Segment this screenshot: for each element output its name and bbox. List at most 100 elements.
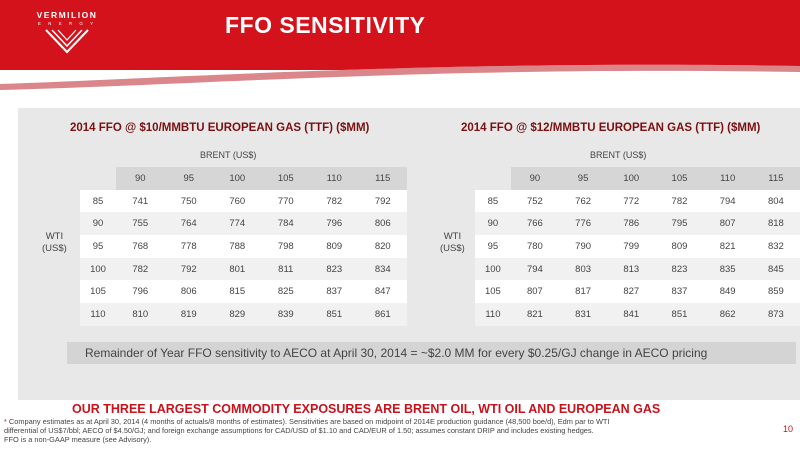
table-row: 105 796 806 815 825 837 847 [80, 280, 407, 304]
brent-column-header: 95 [164, 167, 213, 190]
wti-row-label: 105 [475, 280, 511, 304]
ffo-value-cell: 782 [116, 257, 165, 281]
ffo-value-cell: 818 [751, 212, 800, 236]
ffo-value-cell: 792 [164, 257, 213, 281]
table-header-row: 90 95 100 105 110 115 [475, 167, 800, 190]
ffo-value-cell: 831 [559, 303, 608, 326]
ffo-value-cell: 780 [510, 235, 559, 258]
table-row: 90 755 764 774 784 796 806 [80, 212, 407, 236]
ffo-value-cell: 841 [607, 303, 656, 326]
page-title: FFO SENSITIVITY [225, 12, 426, 38]
ffo-value-cell: 796 [310, 212, 359, 236]
ffo-value-cell: 772 [607, 189, 656, 213]
table-header-row: 90 95 100 105 110 115 [80, 167, 407, 190]
brent-column-header: 90 [116, 167, 165, 190]
brent-column-header: 95 [559, 167, 608, 190]
ffo-value-cell: 832 [751, 235, 800, 258]
brent-axis-label: BRENT (US$) [590, 150, 647, 160]
wti-row-label: 100 [80, 257, 116, 281]
ffo-value-cell: 815 [213, 280, 262, 304]
ffo-value-cell: 755 [116, 212, 165, 236]
footnote: * Company estimates as at April 30, 2014 … [4, 417, 774, 445]
ffo-table-10: 90 95 100 105 110 115 85 741 750 760 770 782 792 90 75… [80, 167, 407, 326]
brent-column-header: 110 [310, 167, 359, 190]
wti-row-label: 90 [80, 212, 116, 236]
table-row: 95 780 790 799 809 821 832 [475, 235, 800, 258]
ffo-value-cell: 827 [607, 280, 656, 304]
header-swoop [0, 64, 800, 112]
ffo-value-cell: 837 [655, 280, 704, 304]
wti-row-label: 95 [80, 235, 116, 258]
table-corner-cell [80, 167, 116, 190]
table-row: 100 782 792 801 811 823 834 [80, 257, 407, 281]
ffo-value-cell: 849 [703, 280, 752, 304]
ffo-table-12: 90 95 100 105 110 115 85 752 762 772 782 794 804 90 76… [475, 167, 800, 326]
ffo-value-cell: 861 [358, 303, 407, 326]
aeco-sensitivity-note: Remainder of Year FFO sensitivity to AEC… [67, 342, 796, 364]
ffo-value-cell: 801 [213, 257, 262, 281]
table-row: 95 768 778 788 798 809 820 [80, 235, 407, 258]
ffo-value-cell: 786 [607, 212, 656, 236]
wti-row-label: 110 [475, 303, 511, 326]
ffo-value-cell: 782 [310, 189, 359, 213]
table-title-12: 2014 FFO @ $12/MMBTU EUROPEAN GAS (TTF) … [461, 122, 761, 134]
ffo-value-cell: 817 [559, 280, 608, 304]
ffo-value-cell: 764 [164, 212, 213, 236]
logo-mark-icon [45, 29, 89, 54]
ffo-value-cell: 794 [510, 257, 559, 281]
wti-row-label: 85 [475, 189, 511, 213]
ffo-value-cell: 790 [559, 235, 608, 258]
ffo-value-cell: 839 [261, 303, 310, 326]
header-band [0, 0, 800, 70]
ffo-value-cell: 806 [164, 280, 213, 304]
table-row: 85 741 750 760 770 782 792 [80, 189, 407, 213]
ffo-value-cell: 794 [703, 189, 752, 213]
ffo-value-cell: 796 [116, 280, 165, 304]
ffo-value-cell: 809 [655, 235, 704, 258]
footnote-line-1: * Company estimates as at April 30, 2014 … [4, 417, 610, 426]
ffo-value-cell: 862 [703, 303, 752, 326]
ffo-value-cell: 823 [310, 257, 359, 281]
ffo-value-cell: 813 [607, 257, 656, 281]
wti-row-label: 105 [80, 280, 116, 304]
wti-axis-label: WTI (US$) [440, 231, 465, 254]
ffo-value-cell: 807 [703, 212, 752, 236]
ffo-value-cell: 819 [164, 303, 213, 326]
brent-column-header: 110 [703, 167, 752, 190]
brent-column-header: 90 [510, 167, 559, 190]
logo-name: VERMILION [36, 10, 98, 20]
ffo-value-cell: 807 [510, 280, 559, 304]
wti-row-label: 110 [80, 303, 116, 326]
ffo-value-cell: 847 [358, 280, 407, 304]
logo-sub: E N E R G Y [37, 21, 97, 26]
ffo-value-cell: 768 [116, 235, 165, 258]
ffo-value-cell: 834 [358, 257, 407, 281]
table-row: 100 794 803 813 823 835 845 [475, 257, 800, 281]
ffo-value-cell: 821 [703, 235, 752, 258]
ffo-value-cell: 784 [261, 212, 310, 236]
wti-row-label: 95 [475, 235, 511, 258]
table-title-10: 2014 FFO @ $10/MMBTU EUROPEAN GAS (TTF) … [70, 122, 370, 134]
table-row: 110 821 831 841 851 862 873 [475, 303, 800, 326]
ffo-value-cell: 799 [607, 235, 656, 258]
wti-row-label: 100 [475, 257, 511, 281]
company-logo: VERMILION E N E R G Y [22, 6, 112, 58]
wti-row-label: 85 [80, 189, 116, 213]
exposures-heading: OUR THREE LARGEST COMMODITY EXPOSURES AR… [72, 402, 661, 416]
ffo-value-cell: 782 [655, 189, 704, 213]
brent-axis-label: BRENT (US$) [200, 150, 257, 160]
table-row: 85 752 762 772 782 794 804 [475, 189, 800, 213]
ffo-value-cell: 804 [751, 189, 800, 213]
wti-row-label: 90 [475, 212, 511, 236]
table-row: 105 807 817 827 837 849 859 [475, 280, 800, 304]
ffo-value-cell: 820 [358, 235, 407, 258]
ffo-value-cell: 845 [751, 257, 800, 281]
ffo-value-cell: 776 [559, 212, 608, 236]
ffo-value-cell: 829 [213, 303, 262, 326]
ffo-value-cell: 825 [261, 280, 310, 304]
ffo-value-cell: 837 [310, 280, 359, 304]
ffo-value-cell: 810 [116, 303, 165, 326]
wti-axis-label: WTI (US$) [42, 231, 67, 254]
ffo-value-cell: 835 [703, 257, 752, 281]
table-row: 110 810 819 829 839 851 861 [80, 303, 407, 326]
